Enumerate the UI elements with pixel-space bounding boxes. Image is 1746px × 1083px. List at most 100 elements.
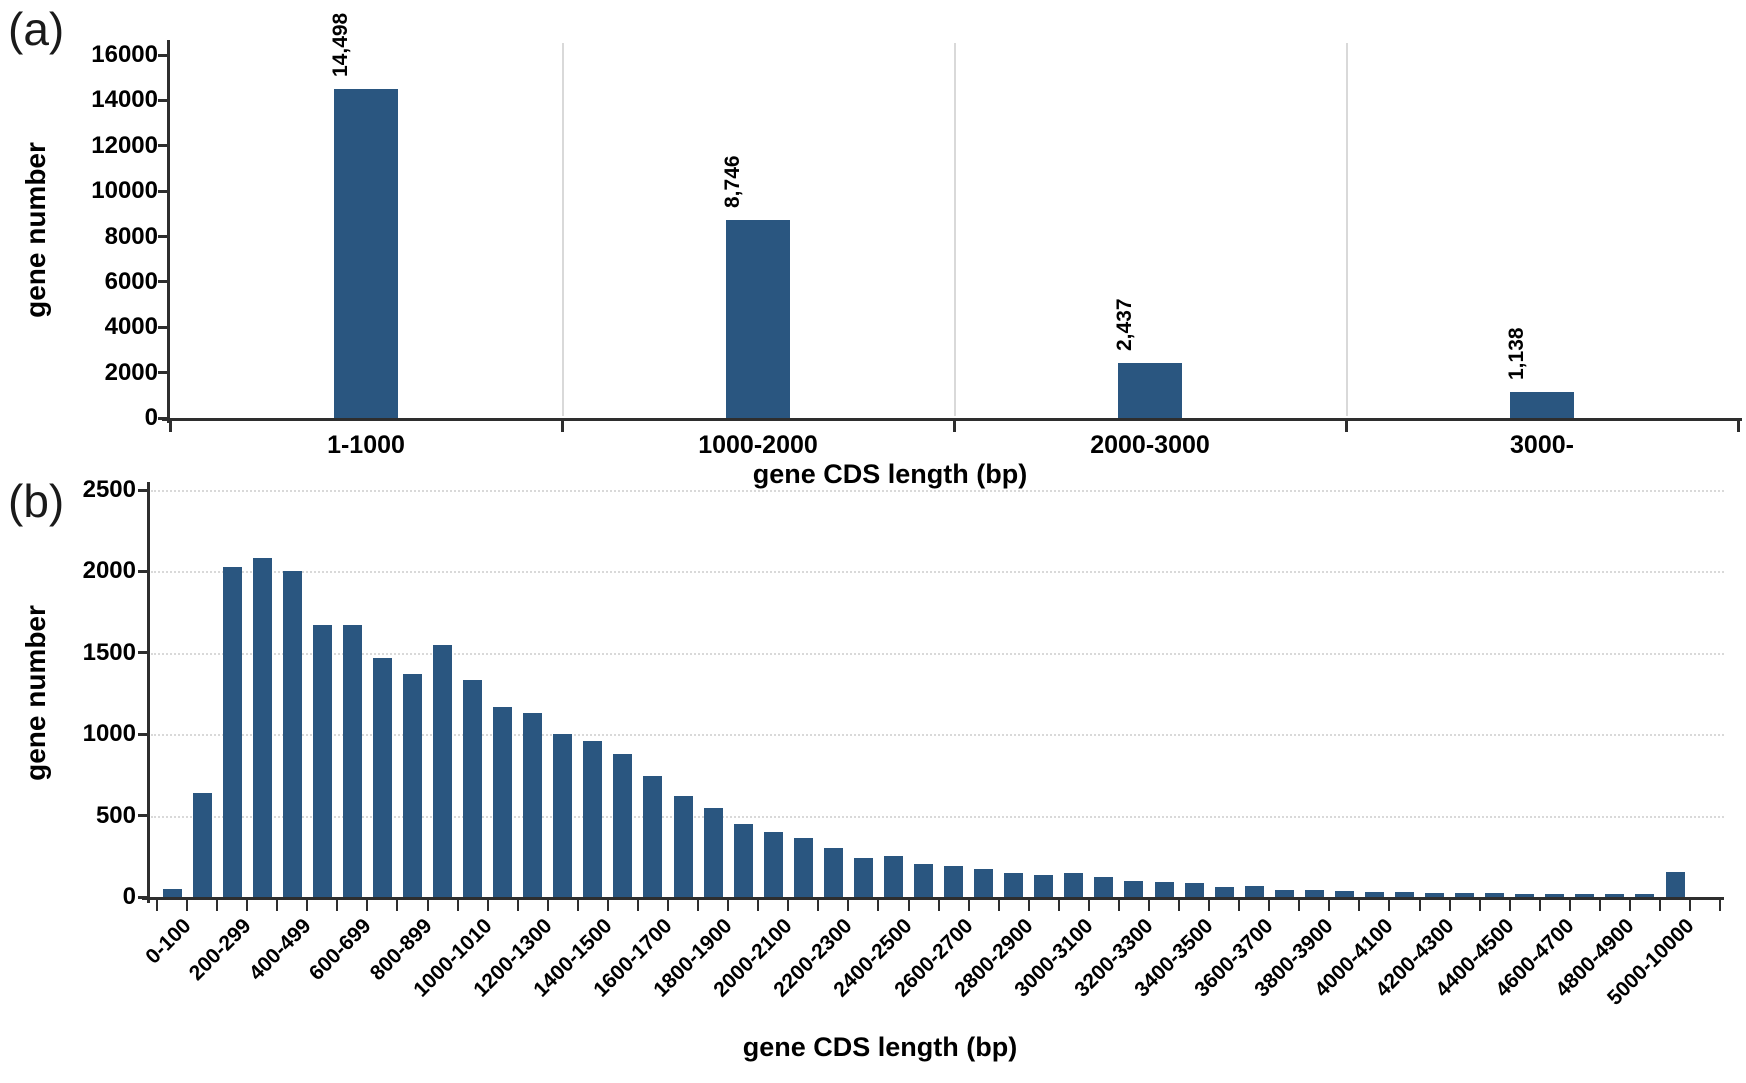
x-tick-mark <box>1719 900 1721 911</box>
bar-bin-26 <box>944 866 963 897</box>
bar-bin-47 <box>1575 894 1594 897</box>
bar-bin-19 <box>734 824 753 897</box>
horizontal-gridline <box>151 734 1724 736</box>
y-tick-mark <box>158 235 170 238</box>
bar-bin-41 <box>1395 892 1414 897</box>
bar-bin-29 <box>1034 875 1053 897</box>
y-tick-label: 500 <box>95 802 136 829</box>
x-tick-mark <box>561 421 564 432</box>
bar-bin-46 <box>1545 894 1564 897</box>
x-tick-mark <box>156 900 158 911</box>
bar-bin-24 <box>884 856 903 897</box>
y-tick-label: 2000 <box>104 359 158 386</box>
x-tick-mark <box>1345 421 1348 432</box>
y-tick-mark <box>158 54 170 57</box>
x-tick-mark <box>908 900 910 911</box>
x-tick-mark <box>1419 900 1421 911</box>
y-tick-mark <box>138 733 150 736</box>
y-tick-mark <box>138 814 150 817</box>
x-tick-mark <box>547 900 549 911</box>
bar-bin-10 <box>463 680 482 897</box>
bar-bin-23 <box>854 858 873 897</box>
x-tick-mark <box>517 900 519 911</box>
y-tick-label: 14000 <box>91 86 158 113</box>
y-tick-label: 1500 <box>82 639 136 666</box>
x-tick-mark <box>968 900 970 911</box>
x-tick-mark <box>697 900 699 911</box>
y-tick-label: 1000 <box>82 720 136 747</box>
x-tick-mark <box>1689 900 1691 911</box>
x-tick-mark <box>847 900 849 911</box>
x-tick-mark <box>427 900 429 911</box>
bar-bin-12 <box>523 713 542 897</box>
bar-bin-43 <box>1455 893 1474 897</box>
bar-bin-14 <box>583 741 602 897</box>
y-tick-label: 4000 <box>104 313 158 340</box>
bar-bin-44 <box>1485 893 1504 897</box>
x-tick-mark <box>396 900 398 911</box>
bar-bin-2 <box>223 567 242 897</box>
x-tick-mark <box>1118 900 1120 911</box>
x-tick-mark <box>1479 900 1481 911</box>
x-tick-mark <box>1539 900 1541 911</box>
bar-bin-31 <box>1094 877 1113 897</box>
bar-bin-13 <box>553 734 572 897</box>
bar-value-label: 14,498 <box>329 12 352 77</box>
x-tick-mark <box>1569 900 1571 911</box>
bar-bin-3 <box>253 558 272 897</box>
bar-bin-45 <box>1515 894 1534 897</box>
y-tick-mark <box>158 144 170 147</box>
x-tick-mark <box>667 900 669 911</box>
x-tick-mark <box>1178 900 1180 911</box>
bar-bin-35 <box>1215 887 1234 897</box>
y-tick-label: 10000 <box>91 177 158 204</box>
horizontal-gridline <box>151 490 1724 492</box>
bar-bin-4 <box>283 571 302 897</box>
x-category-label: 3000- <box>1510 431 1574 459</box>
bar-bin-39 <box>1335 891 1354 897</box>
x-tick-mark <box>577 900 579 911</box>
y-tick-label: 2000 <box>82 557 136 584</box>
x-tick-mark <box>216 900 218 911</box>
y-axis-line <box>147 482 150 903</box>
x-category-label: 1000-2000 <box>698 431 818 459</box>
bar-bin-40 <box>1365 892 1384 897</box>
x-tick-mark <box>998 900 1000 911</box>
x-tick-mark <box>169 421 172 432</box>
y-tick-mark <box>138 570 150 573</box>
panel-a-x-axis-title: gene CDS length (bp) <box>752 459 1028 489</box>
x-tick-mark <box>246 900 248 911</box>
x-category-label: 2000-3000 <box>1090 431 1210 459</box>
bar-bin-1 <box>193 793 212 897</box>
x-tick-mark <box>1298 900 1300 911</box>
x-tick-mark <box>306 900 308 911</box>
x-tick-mark <box>787 900 789 911</box>
x-tick-mark <box>1659 900 1661 911</box>
bar-bin-0 <box>163 889 182 897</box>
bar-value-label: 1,138 <box>1505 327 1528 380</box>
y-tick-mark <box>138 489 150 492</box>
x-tick-mark <box>1238 900 1240 911</box>
x-tick-mark <box>1358 900 1360 911</box>
bar-value-label: 8,746 <box>721 155 744 208</box>
x-tick-mark <box>938 900 940 911</box>
x-tick-mark <box>1599 900 1601 911</box>
horizontal-gridline <box>151 816 1724 818</box>
panel-a-label: (a) <box>8 3 65 55</box>
bar-bin-21 <box>794 838 813 897</box>
y-tick-label: 8000 <box>104 223 158 250</box>
bar-1-1000 <box>334 89 398 418</box>
panel-b-label: (b) <box>8 475 65 527</box>
bar-bin-6 <box>343 625 362 897</box>
x-tick-mark <box>336 900 338 911</box>
x-axis-line <box>142 897 1724 900</box>
y-tick-label: 0 <box>144 404 158 431</box>
bar-bin-20 <box>764 832 783 897</box>
x-tick-mark <box>1088 900 1090 911</box>
x-tick-mark <box>727 900 729 911</box>
bar-bin-18 <box>704 808 723 897</box>
y-tick-label: 12000 <box>91 132 158 159</box>
y-tick-label: 2500 <box>82 476 136 503</box>
category-divider-gridline <box>1346 43 1348 416</box>
y-tick-mark <box>158 326 170 329</box>
